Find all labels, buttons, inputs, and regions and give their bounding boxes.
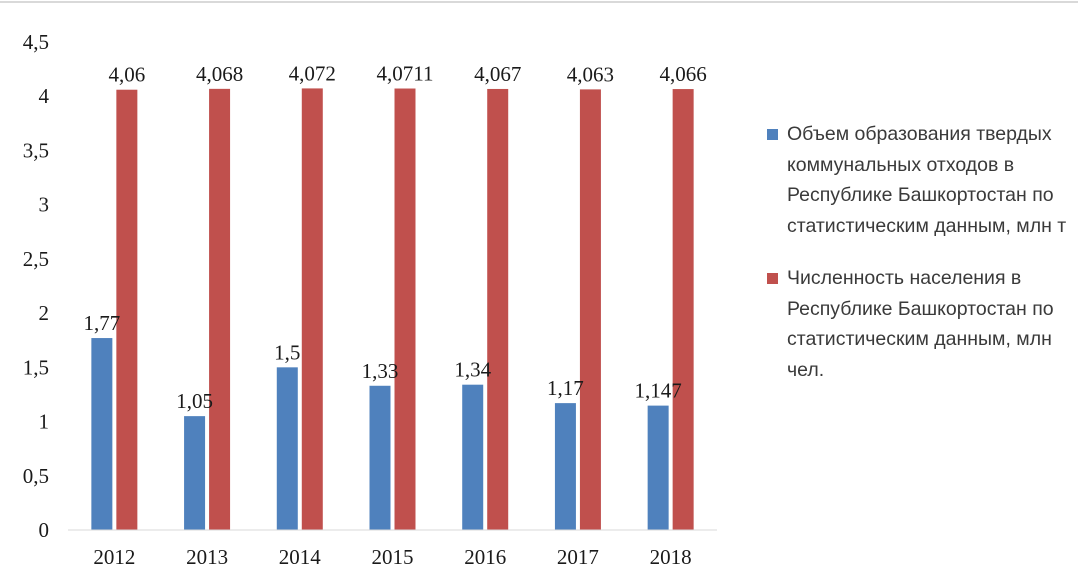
data-label-waste: 1,34 [454, 358, 491, 382]
y-tick-label: 1 [39, 410, 50, 434]
data-label-waste: 1,17 [547, 376, 584, 400]
data-label-waste: 1,5 [274, 340, 300, 364]
bar-waste [369, 385, 391, 530]
y-tick-label: 4,5 [23, 30, 49, 54]
x-tick-label: 2016 [464, 545, 506, 569]
data-label-waste: 1,05 [176, 389, 213, 413]
x-tick-label: 2017 [557, 545, 599, 569]
data-labels: 1,77 4,06 1,05 4,068 1,5 4,072 1,33 4,0711 1,34 4… [83, 61, 706, 413]
data-label-waste: 1,147 [635, 379, 682, 403]
bar-population [301, 88, 323, 531]
legend-item-waste: Объем образования твердых коммунальных о… [767, 119, 1067, 241]
y-tick-label: 3 [39, 193, 50, 217]
data-label-population: 4,072 [289, 61, 336, 85]
legend-label-waste: Объем образования твердых коммунальных о… [787, 123, 1067, 237]
bar-waste [276, 367, 298, 530]
bar-population [672, 89, 694, 531]
data-label-population: 4,067 [474, 62, 521, 86]
data-label-population: 4,063 [567, 62, 614, 86]
data-label-population: 4,0711 [377, 62, 434, 86]
data-label-waste: 1,77 [83, 311, 120, 335]
bars [91, 88, 694, 531]
legend-item-population: Численность населения в Республике Башко… [767, 263, 1067, 385]
bar-population [394, 88, 416, 530]
bar-waste [91, 338, 113, 530]
bar-waste [554, 403, 576, 530]
data-label-population: 4,066 [660, 62, 707, 86]
data-label-population: 4,06 [108, 63, 145, 87]
y-tick-label: 1,5 [23, 355, 49, 379]
x-tick-label: 2012 [93, 545, 135, 569]
bar-waste [647, 405, 669, 530]
data-label-waste: 1,33 [362, 359, 399, 383]
bar-waste [462, 384, 484, 530]
bar-population [209, 88, 231, 531]
y-tick-label: 3,5 [23, 138, 49, 162]
x-tick-label: 2015 [372, 545, 414, 569]
bar-waste [184, 416, 206, 530]
y-tick-label: 0 [39, 518, 50, 542]
legend-swatch-population [767, 273, 778, 284]
data-label-population: 4,068 [196, 62, 243, 86]
legend-label-population: Численность населения в Республике Башко… [787, 267, 1054, 381]
y-tick-label: 2 [39, 301, 50, 325]
legend-swatch-waste [767, 129, 778, 140]
bar-population [116, 89, 138, 531]
y-tick-label: 0,5 [23, 464, 49, 488]
x-tick-label: 2014 [279, 545, 322, 569]
bar-population [579, 89, 601, 530]
y-tick-label: 2,5 [23, 247, 49, 271]
x-axis: 2012 2013 2014 2015 2016 2017 2018 [68, 529, 717, 569]
legend: Объем образования твердых коммунальных о… [767, 119, 1067, 407]
x-tick-label: 2018 [650, 545, 692, 569]
x-tick-label: 2013 [186, 545, 228, 569]
y-axis: 0 0,5 1 1,5 2 2,5 3 3,5 4 4,5 [23, 30, 50, 542]
y-tick-label: 4 [39, 84, 50, 108]
bar-population [487, 88, 509, 530]
